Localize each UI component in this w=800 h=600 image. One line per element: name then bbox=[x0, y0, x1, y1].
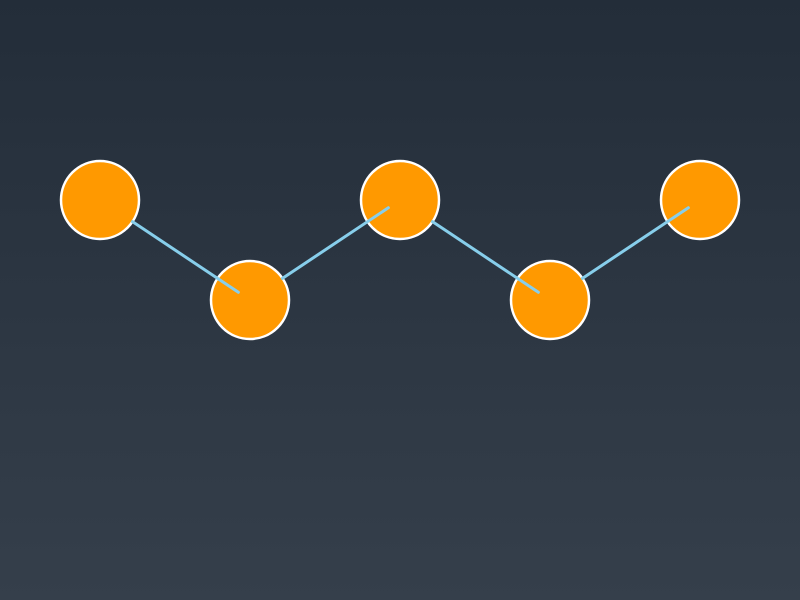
nodes-layer bbox=[59, 159, 741, 341]
node-2[interactable] bbox=[209, 259, 291, 341]
node-4[interactable] bbox=[509, 259, 591, 341]
edge-3 bbox=[430, 220, 540, 294]
node-5[interactable] bbox=[659, 159, 741, 241]
edge-1 bbox=[130, 220, 240, 294]
edge-4 bbox=[580, 206, 690, 280]
edges-layer bbox=[130, 206, 690, 294]
node-3[interactable] bbox=[359, 159, 441, 241]
edge-2 bbox=[280, 206, 390, 280]
node-1[interactable] bbox=[59, 159, 141, 241]
